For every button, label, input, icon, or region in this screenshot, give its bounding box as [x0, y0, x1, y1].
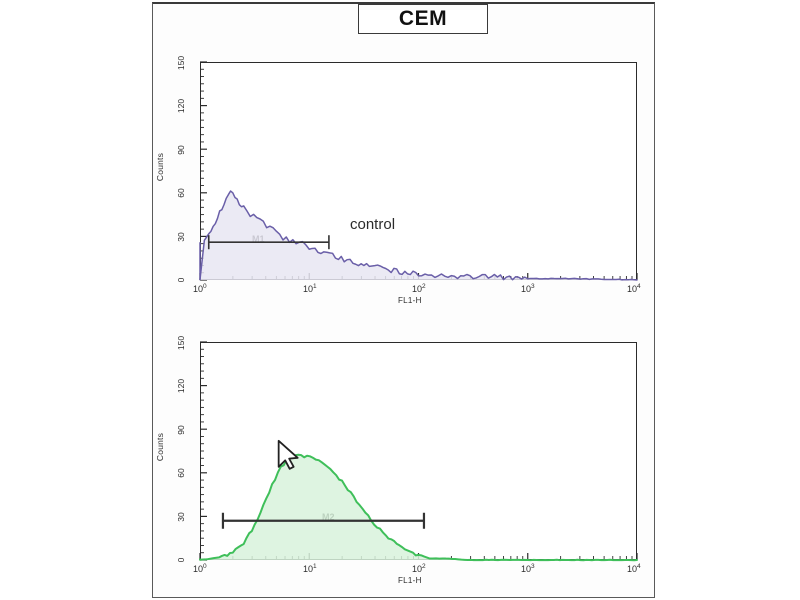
- x-tick-bottom-1e0: 100: [193, 563, 207, 574]
- x-axis-label-bottom: FL1-H: [398, 576, 422, 585]
- x-tick-bottom-1e4-mantissa: 10: [627, 564, 638, 574]
- y-tick-bottom-30: 30: [176, 512, 186, 522]
- x-tick-bottom-1e1: 101: [303, 563, 317, 574]
- x-tick-bottom-1e4: 104: [627, 563, 641, 574]
- y-tick-top-150: 150: [176, 55, 186, 71]
- gate-marker-label-m1: M1: [252, 234, 265, 244]
- y-tick-top-60: 60: [176, 188, 186, 198]
- x-tick-top-1e2-exp: 2: [422, 283, 426, 290]
- page-title: CEM: [398, 7, 448, 30]
- x-tick-top-1e1: 101: [303, 283, 317, 294]
- x-tick-top-1e4-mantissa: 10: [627, 284, 638, 294]
- plot-area-bottom: [200, 342, 637, 560]
- x-tick-bottom-1e1-exp: 1: [313, 563, 317, 570]
- y-tick-bottom-90: 90: [176, 425, 186, 435]
- figure-title-box: CEM: [358, 4, 488, 34]
- y-axis-label-top: Counts: [155, 152, 165, 182]
- x-tick-top-1e0-mantissa: 10: [193, 284, 204, 294]
- x-tick-top-1e4: 104: [627, 283, 641, 294]
- plot-area-top: [200, 62, 637, 280]
- x-tick-bottom-1e3: 103: [521, 563, 535, 574]
- y-tick-bottom-120: 120: [176, 378, 186, 394]
- x-tick-top-1e3: 103: [521, 283, 535, 294]
- y-axis-label-bottom: Counts: [155, 432, 165, 462]
- histogram-panel-bottom: Counts 0 30 60 90 120 150 100 101 102 10…: [0, 322, 800, 600]
- gate-marker-label-m2: M2: [322, 512, 335, 522]
- x-tick-bottom-1e3-mantissa: 10: [521, 564, 532, 574]
- x-tick-top-1e3-exp: 3: [531, 283, 535, 290]
- x-tick-bottom-1e3-exp: 3: [531, 563, 535, 570]
- x-tick-top-1e0-exp: 0: [203, 283, 207, 290]
- y-tick-top-120: 120: [176, 98, 186, 114]
- series-annotation-control: control: [350, 216, 396, 233]
- x-tick-top-1e2-mantissa: 10: [412, 284, 423, 294]
- x-tick-top-1e1-mantissa: 10: [303, 284, 314, 294]
- y-tick-bottom-150: 150: [176, 335, 186, 351]
- x-tick-top-1e2: 102: [412, 283, 426, 294]
- x-tick-bottom-1e1-mantissa: 10: [303, 564, 314, 574]
- x-tick-top-1e1-exp: 1: [313, 283, 317, 290]
- y-tick-top-90: 90: [176, 145, 186, 155]
- x-tick-bottom-1e4-exp: 4: [637, 563, 641, 570]
- x-tick-bottom-1e2-mantissa: 10: [412, 564, 423, 574]
- x-axis-label-top: FL1-H: [398, 296, 422, 305]
- y-tick-top-0: 0: [176, 277, 186, 283]
- x-tick-bottom-1e0-exp: 0: [203, 563, 207, 570]
- x-tick-bottom-1e0-mantissa: 10: [193, 564, 204, 574]
- y-tick-bottom-60: 60: [176, 468, 186, 478]
- y-tick-bottom-0: 0: [176, 557, 186, 563]
- x-tick-bottom-1e2-exp: 2: [422, 563, 426, 570]
- y-tick-top-30: 30: [176, 232, 186, 242]
- x-tick-bottom-1e2: 102: [412, 563, 426, 574]
- x-tick-top-1e4-exp: 4: [637, 283, 641, 290]
- x-tick-top-1e0: 100: [193, 283, 207, 294]
- histogram-panel-top: Counts 0 30 60 90 120 150 100 101 102 10…: [0, 40, 800, 320]
- x-tick-top-1e3-mantissa: 10: [521, 284, 532, 294]
